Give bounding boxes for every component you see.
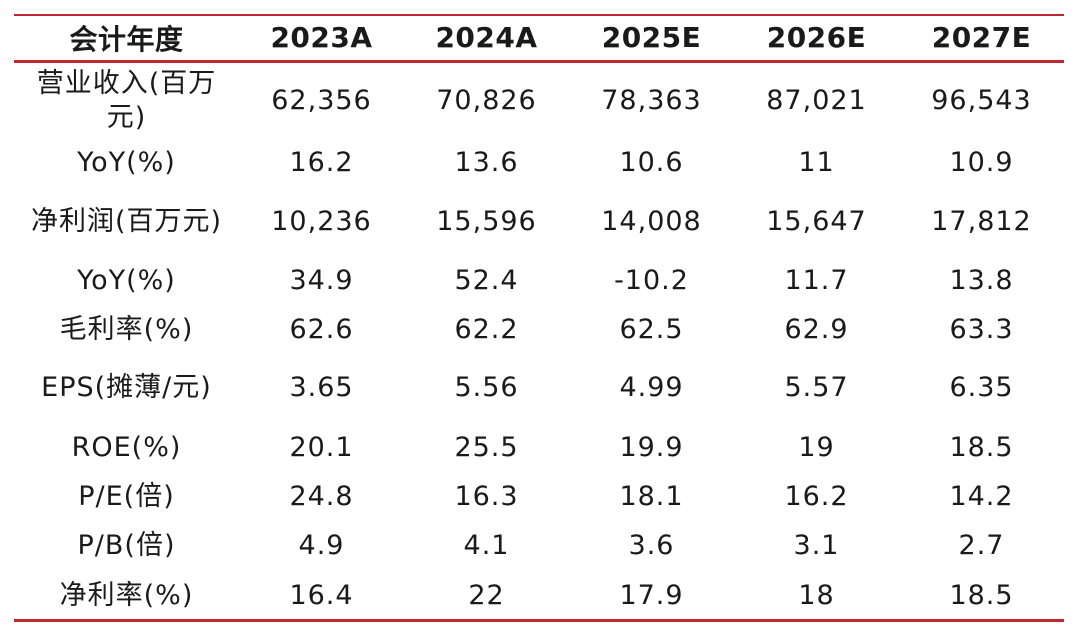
table-cell: -10.2 (614, 265, 689, 297)
table-cell: 62.6 (289, 313, 354, 345)
table-row: 净利润(百万元) 10,236 15,596 14,008 15,647 17,812 (14, 186, 1064, 258)
header-year-2027e: 2027E (899, 14, 1064, 63)
row-label: 毛利率(%) (59, 313, 194, 345)
table-cell: 62.9 (784, 313, 849, 345)
table-cell: 15,647 (766, 206, 867, 238)
table-cell: 16.3 (454, 480, 519, 512)
table-cell: 4.1 (463, 530, 510, 562)
table-cell: 14,008 (601, 206, 702, 238)
table-body: 营业收入(百万元) 62,356 70,826 78,363 87,021 96,543 Y… (14, 61, 1064, 623)
table-cell: 96,543 (931, 85, 1032, 117)
table-row: YoY(%) 16.2 13.6 10.6 11 10.9 (14, 139, 1064, 185)
table-cell: 25.5 (454, 431, 519, 463)
header-year-2025e: 2025E (569, 14, 734, 63)
table-row: P/E(倍) 24.8 16.3 18.1 16.2 14.2 (14, 474, 1064, 520)
table-row: ROE(%) 20.1 25.5 19.9 19 18.5 (14, 421, 1064, 473)
table-cell: 18.5 (899, 572, 1064, 623)
row-label: EPS(摊薄/元) (41, 372, 212, 404)
table-row: YoY(%) 34.9 52.4 -10.2 11.7 13.8 (14, 258, 1064, 304)
table-row: 营业收入(百万元) 62,356 70,826 78,363 87,021 96,543 (14, 61, 1064, 139)
table-cell: 62.5 (619, 313, 684, 345)
table-cell: 52.4 (454, 265, 519, 297)
header-label-column: 会计年度 (14, 14, 239, 63)
table-cell: 10.9 (949, 146, 1014, 178)
table-cell: 70,826 (436, 85, 537, 117)
table-cell: 19 (798, 431, 835, 463)
table-cell: 17,812 (931, 206, 1032, 238)
table-cell: 62,356 (271, 85, 372, 117)
table-cell: 22 (404, 572, 569, 623)
table-cell: 15,596 (436, 206, 537, 238)
table-row: EPS(摊薄/元) 3.65 5.56 4.99 5.57 6.35 (14, 355, 1064, 421)
row-label: 净利率(%) (14, 572, 239, 623)
table-cell: 16.4 (239, 572, 404, 623)
table-cell: 5.56 (454, 372, 519, 404)
table-cell: 14.2 (949, 480, 1014, 512)
table-row: 毛利率(%) 62.6 62.2 62.5 62.9 63.3 (14, 305, 1064, 355)
table-cell: 13.6 (454, 146, 519, 178)
header-year-2026e: 2026E (734, 14, 899, 63)
header-year-2023a: 2023A (239, 14, 404, 63)
table-cell: 11.7 (784, 265, 849, 297)
table-cell: 16.2 (784, 480, 849, 512)
row-label: YoY(%) (77, 265, 176, 297)
table-cell: 19.9 (619, 431, 684, 463)
financial-forecast-table: 会计年度 2023A 2024A 2025E 2026E 2027E 营业收入(… (14, 14, 1064, 623)
table-cell: 87,021 (766, 85, 867, 117)
financial-forecast-table-container: 会计年度 2023A 2024A 2025E 2026E 2027E 营业收入(… (14, 14, 1064, 623)
table-cell: 18.1 (619, 480, 684, 512)
row-label: P/B(倍) (77, 530, 176, 562)
table-cell: 17.9 (569, 572, 734, 623)
table-cell: 2.7 (958, 530, 1005, 562)
table-cell: 63.3 (949, 313, 1014, 345)
table-row: 净利率(%) 16.4 22 17.9 18 18.5 (14, 572, 1064, 623)
table-cell: 13.8 (949, 265, 1014, 297)
table-cell: 4.99 (619, 372, 684, 404)
table-cell: 11 (798, 146, 835, 178)
table-cell: 3.6 (628, 530, 675, 562)
table-row: P/B(倍) 4.9 4.1 3.6 3.1 2.7 (14, 520, 1064, 572)
table-cell: 10,236 (271, 206, 372, 238)
table-cell: 10.6 (619, 146, 684, 178)
table-cell: 34.9 (289, 265, 354, 297)
table-cell: 24.8 (289, 480, 354, 512)
row-label: ROE(%) (71, 431, 182, 463)
table-cell: 18.5 (949, 431, 1014, 463)
header-year-2024a: 2024A (404, 14, 569, 63)
row-label: 营业收入(百万元) (36, 68, 217, 133)
table-cell: 4.9 (298, 530, 345, 562)
table-cell: 6.35 (949, 372, 1014, 404)
row-label: P/E(倍) (78, 480, 175, 512)
table-cell: 18 (734, 572, 899, 623)
row-label: 净利润(百万元) (30, 206, 223, 238)
table-cell: 3.1 (793, 530, 840, 562)
row-label: YoY(%) (77, 146, 176, 178)
table-cell: 62.2 (454, 313, 519, 345)
table-cell: 78,363 (601, 85, 702, 117)
table-header-row: 会计年度 2023A 2024A 2025E 2026E 2027E (14, 14, 1064, 63)
table-cell: 20.1 (289, 431, 354, 463)
table-cell: 16.2 (289, 146, 354, 178)
table-cell: 3.65 (289, 372, 354, 404)
table-cell: 5.57 (784, 372, 849, 404)
